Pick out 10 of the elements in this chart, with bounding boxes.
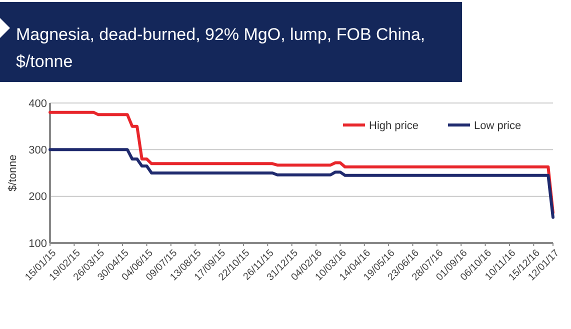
line-series <box>48 148 554 219</box>
y-axis-title: $/tonne <box>7 154 19 192</box>
y-tick-label: 100 <box>28 238 47 250</box>
chart-title: Magnesia, dead-burned, 92% MgO, lump, FOB China, $/tonne <box>16 25 426 71</box>
legend-label: High price <box>369 120 419 132</box>
y-tick-label: 200 <box>28 191 47 204</box>
line-series <box>48 110 554 214</box>
legend-label: Low price <box>474 120 522 132</box>
y-tick-label: 400 <box>28 98 47 110</box>
y-tick-label: 300 <box>28 144 47 157</box>
